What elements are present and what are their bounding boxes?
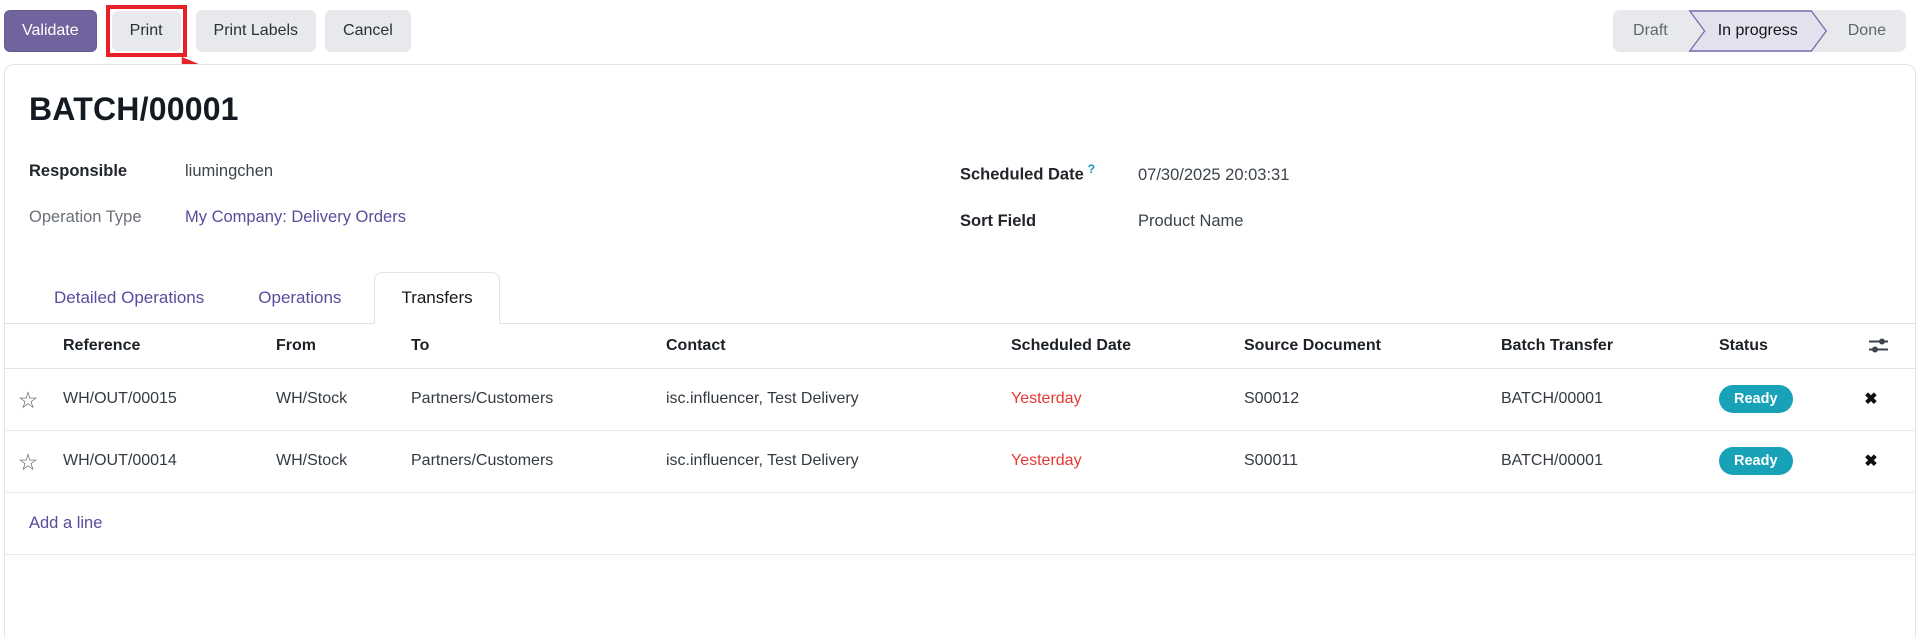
print-labels-button[interactable]: Print Labels <box>195 10 317 52</box>
status-badge: Ready <box>1719 447 1793 475</box>
tab-detailed-operations[interactable]: Detailed Operations <box>54 287 205 307</box>
status-step-in-progress[interactable]: In progress <box>1688 10 1828 52</box>
field-column-left: Responsible liumingchen Operation Type M… <box>29 162 960 258</box>
tab-transfers[interactable]: Transfers <box>374 271 500 324</box>
cell-source-document[interactable]: S00011 <box>1244 452 1298 469</box>
optional-columns-icon[interactable] <box>1847 337 1915 354</box>
remove-row-icon[interactable]: ✖ <box>1864 453 1878 470</box>
cell-from[interactable]: WH/Stock <box>276 390 348 407</box>
toolbar: Validate Print Print Labels Cancel Draft… <box>0 0 1920 79</box>
add-line-row: Add a line <box>5 493 1915 555</box>
table-header-row: Reference From To Contact Scheduled Date… <box>5 324 1915 369</box>
form-sheet: BATCH/00001 Responsible liumingchen Oper… <box>5 65 1915 555</box>
remove-row-icon[interactable]: ✖ <box>1864 391 1878 408</box>
sliders-icon <box>1869 338 1888 353</box>
status-bar: Draft In progress Done <box>1613 10 1906 52</box>
scheduled-date-label-text: Scheduled Date <box>960 165 1084 184</box>
favorite-star-icon[interactable]: ☆ <box>17 386 39 412</box>
field-operation-type: Operation Type My Company: Delivery Orde… <box>29 208 960 227</box>
cell-source-document[interactable]: S00012 <box>1244 390 1300 407</box>
add-line-link[interactable]: Add a line <box>29 513 103 532</box>
operation-type-link[interactable]: My Company: Delivery Orders <box>185 208 406 226</box>
column-header-to[interactable]: To <box>411 336 430 354</box>
cell-reference[interactable]: WH/OUT/00014 <box>63 452 177 469</box>
status-step-draft[interactable]: Draft <box>1633 22 1668 39</box>
cell-contact[interactable]: isc.influencer, Test Delivery <box>666 390 859 407</box>
table-row[interactable]: ☆ WH/OUT/00014 WH/Stock Partners/Custome… <box>5 431 1915 493</box>
cell-to[interactable]: Partners/Customers <box>411 452 554 469</box>
operation-type-label: Operation Type <box>29 208 142 226</box>
scheduled-date-value[interactable]: 07/30/2025 20:03:31 <box>1138 165 1290 184</box>
field-column-right: Scheduled Date? 07/30/2025 20:03:31 Sort… <box>960 162 1891 258</box>
cell-reference[interactable]: WH/OUT/00015 <box>63 390 177 407</box>
cell-batch-transfer[interactable]: BATCH/00001 <box>1501 452 1603 469</box>
column-header-status[interactable]: Status <box>1719 336 1768 354</box>
page-title: BATCH/00001 <box>29 91 239 127</box>
cell-to[interactable]: Partners/Customers <box>411 390 554 407</box>
tab-operations[interactable]: Operations <box>258 287 342 307</box>
scheduled-date-label: Scheduled Date? <box>960 162 1138 185</box>
notebook-tabs: Detailed Operations Operations Transfers <box>5 266 1915 324</box>
print-button[interactable]: Print <box>111 11 181 51</box>
column-header-batch-transfer[interactable]: Batch Transfer <box>1501 336 1614 354</box>
table-row[interactable]: ☆ WH/OUT/00015 WH/Stock Partners/Custome… <box>5 369 1915 431</box>
column-header-source-document[interactable]: Source Document <box>1244 336 1381 354</box>
favorite-star-icon[interactable]: ☆ <box>17 448 39 474</box>
help-icon[interactable]: ? <box>1087 162 1096 176</box>
sort-field-label: Sort Field <box>960 211 1037 230</box>
responsible-label: Responsible <box>29 162 128 180</box>
cancel-button[interactable]: Cancel <box>325 10 411 52</box>
column-header-contact[interactable]: Contact <box>666 336 726 354</box>
status-badge-wrap: Ready <box>1719 385 1847 413</box>
column-header-reference[interactable]: Reference <box>63 336 141 354</box>
status-badge: Ready <box>1719 385 1793 413</box>
column-header-from[interactable]: From <box>276 336 316 354</box>
print-highlight-box: Print <box>105 5 200 79</box>
field-group: Responsible liumingchen Operation Type M… <box>5 162 1915 258</box>
column-header-scheduled-date[interactable]: Scheduled Date <box>1011 336 1132 354</box>
field-responsible: Responsible liumingchen <box>29 162 960 181</box>
cell-batch-transfer[interactable]: BATCH/00001 <box>1501 390 1603 407</box>
cell-scheduled-date[interactable]: Yesterday <box>1011 452 1082 469</box>
status-step-label: In progress <box>1717 22 1798 39</box>
validate-button[interactable]: Validate <box>4 10 97 52</box>
responsible-value[interactable]: liumingchen <box>185 162 274 180</box>
cell-from[interactable]: WH/Stock <box>276 452 348 469</box>
status-step-done[interactable]: Done <box>1847 22 1886 39</box>
status-badge-wrap: Ready <box>1719 447 1847 475</box>
field-sort-field: Sort Field Product Name <box>960 212 1891 231</box>
cell-contact[interactable]: isc.influencer, Test Delivery <box>666 452 859 469</box>
transfers-table: Reference From To Contact Scheduled Date… <box>5 324 1915 555</box>
sort-field-value[interactable]: Product Name <box>1138 211 1244 230</box>
cell-scheduled-date[interactable]: Yesterday <box>1011 390 1082 407</box>
field-scheduled-date: Scheduled Date? 07/30/2025 20:03:31 <box>960 162 1891 185</box>
chevron-shape <box>1688 10 1827 52</box>
form-card: BATCH/00001 Responsible liumingchen Oper… <box>4 64 1916 637</box>
